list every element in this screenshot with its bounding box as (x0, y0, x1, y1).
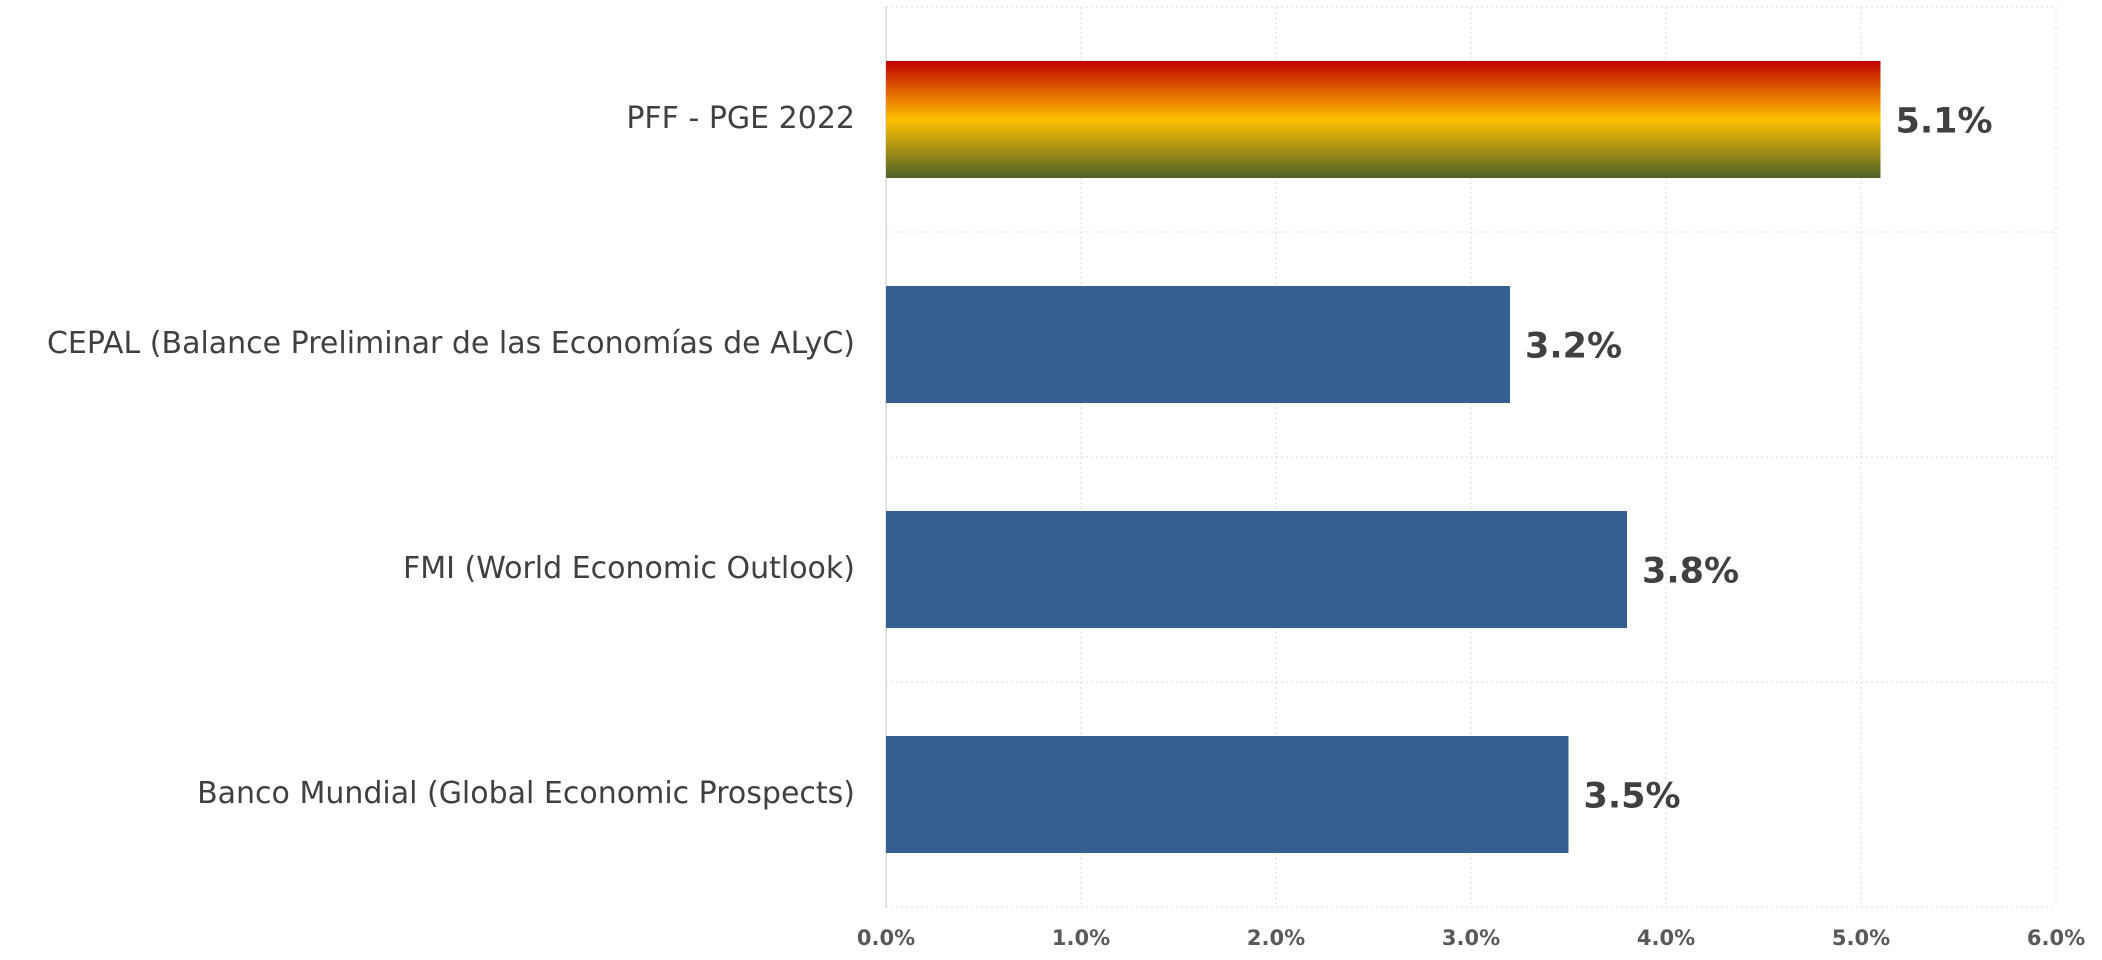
value-label: 5.1% (1896, 102, 1993, 142)
category-label: Banco Mundial (Global Economic Prospects… (197, 776, 855, 811)
x-tick-label: 5.0% (1832, 926, 1890, 950)
category-label: CEPAL (Balance Preliminar de las Economí… (47, 326, 855, 361)
value-label: 3.2% (1525, 327, 1622, 367)
category-label: PFF - PGE 2022 (626, 101, 855, 136)
bar (886, 511, 1627, 628)
bar (886, 736, 1569, 853)
bar (886, 286, 1510, 403)
x-tick-label: 3.0% (1442, 926, 1500, 950)
x-tick-label: 0.0% (857, 926, 915, 950)
x-tick-label: 1.0% (1052, 926, 1110, 950)
category-label: FMI (World Economic Outlook) (403, 551, 855, 586)
x-tick-label: 2.0% (1247, 926, 1305, 950)
x-tick-label: 6.0% (2027, 926, 2085, 950)
value-label: 3.8% (1642, 552, 1739, 592)
x-tick-label: 4.0% (1637, 926, 1695, 950)
value-label: 3.5% (1584, 777, 1681, 817)
bar (886, 61, 1881, 178)
